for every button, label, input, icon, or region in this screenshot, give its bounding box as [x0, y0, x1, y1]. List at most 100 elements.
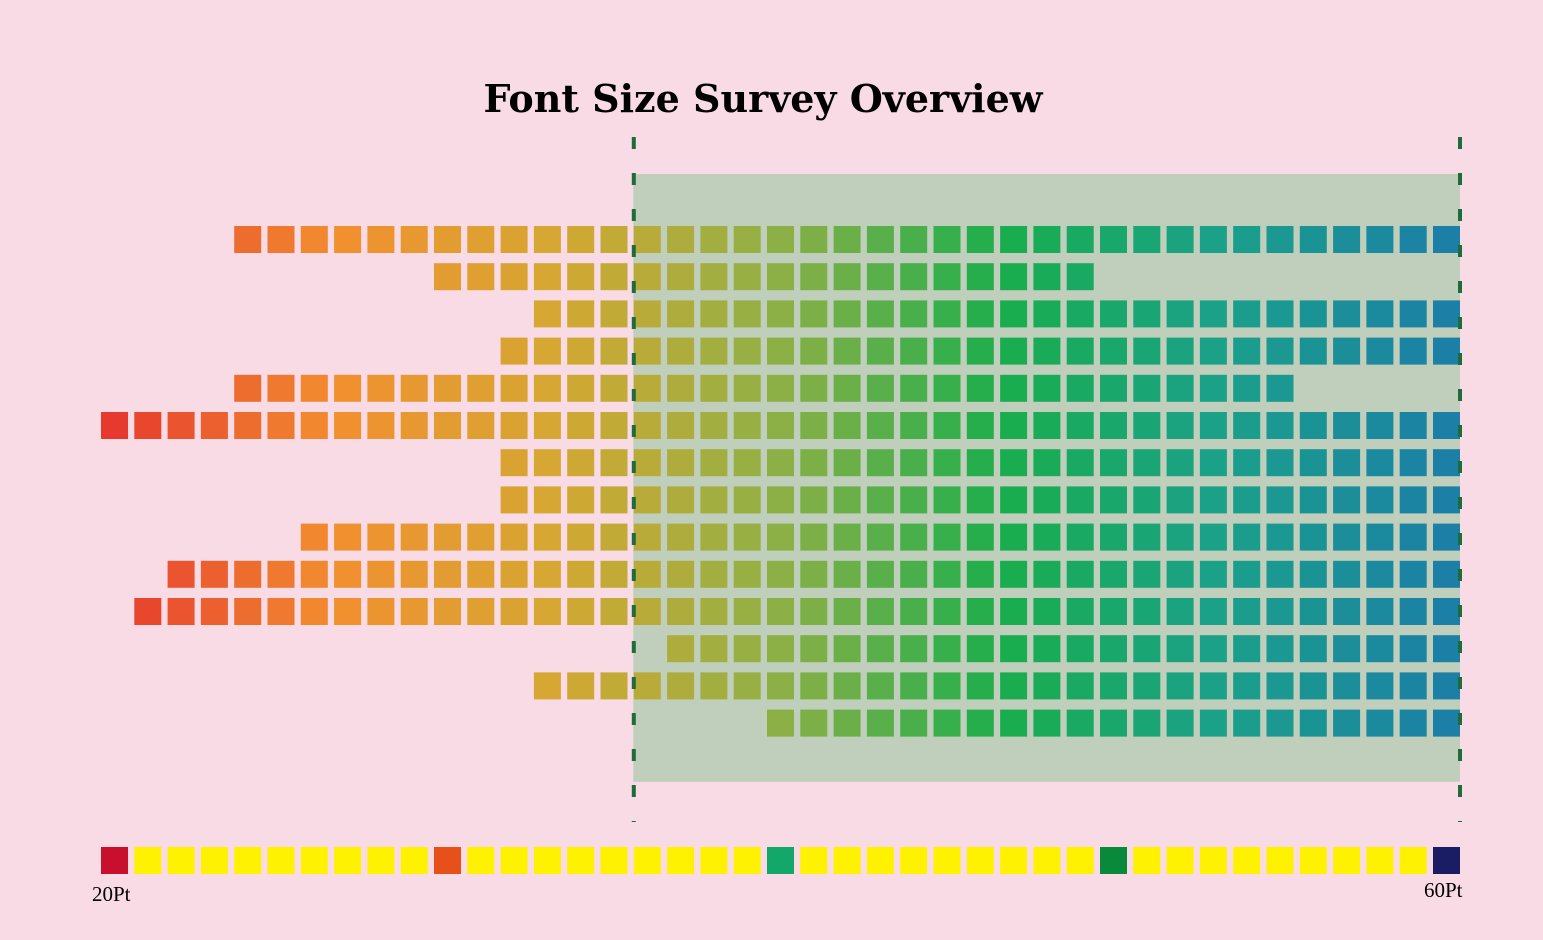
cell [1133, 374, 1161, 402]
cell [833, 709, 861, 737]
legend-cell [1233, 847, 1261, 874]
cell [1166, 560, 1194, 588]
cell [1033, 226, 1061, 253]
cell [1166, 598, 1194, 625]
cell [400, 560, 428, 588]
cell [1433, 635, 1460, 663]
cell [1299, 523, 1327, 551]
cell [1199, 709, 1227, 737]
cell [1000, 263, 1028, 291]
cell [267, 226, 295, 253]
legend-cell-marked [1433, 847, 1460, 874]
cell [1366, 300, 1394, 328]
cell [1166, 523, 1194, 551]
cell [1199, 486, 1227, 514]
legend-cell [1133, 847, 1161, 874]
cell [1433, 598, 1460, 625]
cell [1233, 449, 1261, 477]
cell [600, 412, 628, 439]
cell [234, 598, 262, 625]
cell [1399, 598, 1427, 625]
cell [700, 523, 728, 551]
cell [633, 672, 661, 700]
cell [600, 672, 628, 700]
cell [800, 635, 828, 663]
cell [933, 449, 961, 477]
cell [1199, 523, 1227, 551]
legend-cell-marked [1100, 847, 1127, 874]
cell [1133, 486, 1161, 514]
cell [1233, 374, 1261, 402]
cell [1333, 598, 1361, 625]
cell [667, 374, 695, 402]
cell [267, 412, 295, 439]
cell [933, 374, 961, 402]
cell [567, 598, 595, 625]
cell [700, 263, 728, 291]
cell [833, 635, 861, 663]
cell [833, 412, 861, 439]
cell [800, 560, 828, 588]
cell [500, 263, 528, 291]
cell [167, 560, 195, 588]
cell [1000, 709, 1028, 737]
cell [267, 598, 295, 625]
cell [567, 560, 595, 588]
cell [367, 374, 395, 402]
legend-cell [300, 847, 328, 874]
cell [733, 412, 761, 439]
cell [800, 709, 828, 737]
cell [800, 226, 828, 253]
cell [434, 226, 461, 253]
cell [900, 635, 928, 663]
cell [1166, 635, 1194, 663]
cell [667, 560, 695, 588]
cell [1133, 635, 1161, 663]
cell [1199, 635, 1227, 663]
cell [800, 523, 828, 551]
cell [800, 486, 828, 514]
legend-cell [1066, 847, 1094, 874]
cell [866, 560, 894, 588]
cell [1166, 449, 1194, 477]
cell [600, 449, 628, 477]
chart-title: Font Size Survey Overview [484, 76, 1044, 121]
cell [1299, 226, 1327, 253]
cell [600, 226, 628, 253]
cell [633, 337, 661, 365]
cell [334, 226, 362, 253]
legend-cell [1033, 847, 1061, 874]
cell [1399, 709, 1427, 737]
legend-cell [700, 847, 728, 874]
cell [833, 560, 861, 588]
legend-cell [134, 847, 162, 874]
legend-cell [367, 847, 395, 874]
cell [733, 374, 761, 402]
cell [966, 635, 994, 663]
cell [1399, 412, 1427, 439]
cell [800, 672, 828, 700]
cell [1100, 337, 1127, 365]
cell [1299, 598, 1327, 625]
cell [966, 337, 994, 365]
cell [500, 412, 528, 439]
cell [800, 449, 828, 477]
cell [567, 226, 595, 253]
cell [367, 226, 395, 253]
cell [1299, 300, 1327, 328]
cell [1100, 226, 1127, 253]
cell [500, 598, 528, 625]
cell [1033, 412, 1061, 439]
legend-cell [1333, 847, 1361, 874]
cell [800, 374, 828, 402]
cell [900, 337, 928, 365]
cell [900, 523, 928, 551]
cell [1266, 672, 1294, 700]
cell [200, 412, 228, 439]
cell [1100, 598, 1127, 625]
cell [1066, 635, 1094, 663]
cell [1333, 226, 1361, 253]
cell [334, 598, 362, 625]
legend-cell [234, 847, 262, 874]
cell [667, 672, 695, 700]
